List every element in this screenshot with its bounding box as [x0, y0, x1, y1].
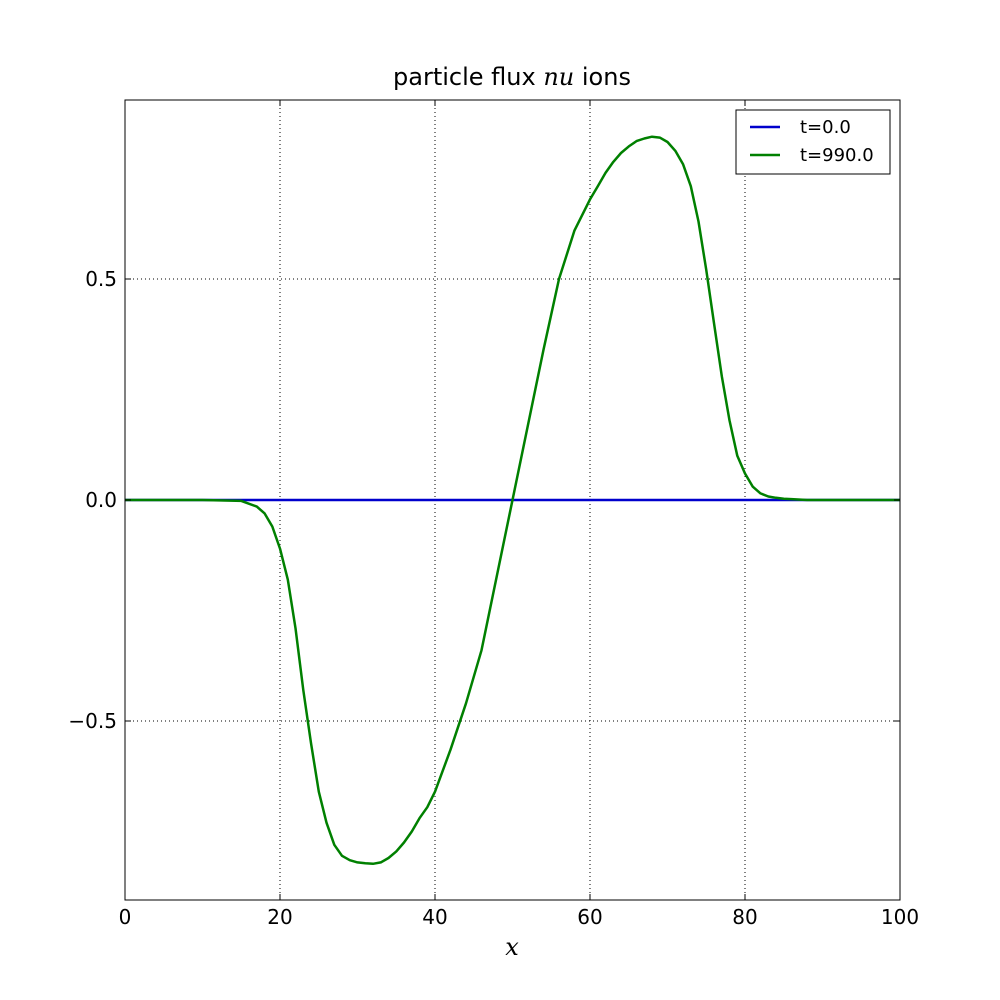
- x-tick-label: 80: [732, 905, 757, 929]
- x-tick-label: 0: [119, 905, 132, 929]
- chart-title: particle flux nu ions: [393, 63, 631, 91]
- y-tick-label: −0.5: [68, 709, 117, 733]
- x-axis-label: x: [505, 933, 519, 961]
- y-tick-label: 0.0: [85, 488, 117, 512]
- legend-label: t=0.0: [800, 117, 851, 138]
- legend-box: [735, 109, 891, 175]
- series-line-1: [125, 135, 900, 866]
- x-tick-label: 100: [881, 905, 919, 929]
- y-tick-label: 0.5: [85, 267, 117, 291]
- chart-title-suffix: ions: [582, 63, 631, 91]
- chart-title-prefix: particle flux: [393, 63, 543, 91]
- x-tick-label: 40: [422, 905, 447, 929]
- legend-label: t=990.0: [800, 145, 874, 166]
- x-tick-label: 60: [577, 905, 602, 929]
- x-tick-label: 20: [267, 905, 292, 929]
- chart-title-math: nu: [543, 63, 574, 91]
- plot-area: 0 20 40 60 80 100 −0.5 0.0 0.5: [68, 99, 919, 929]
- legend: t=0.0 t=990.0: [735, 109, 891, 175]
